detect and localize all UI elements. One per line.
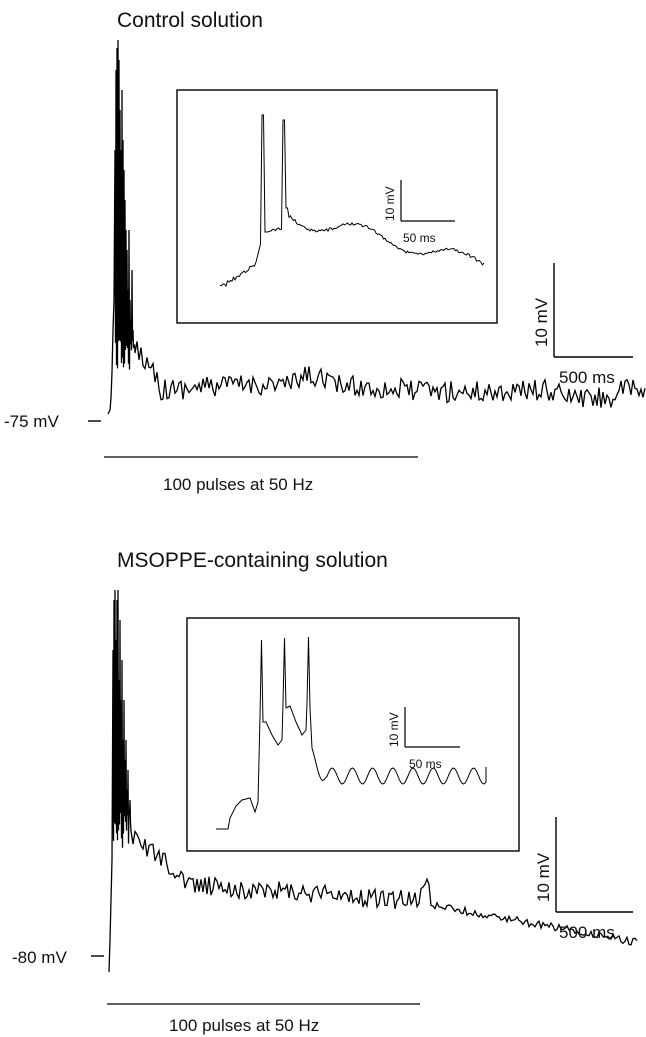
- stimulus-label: 100 pulses at 50 Hz: [169, 1016, 319, 1035]
- inset-trace: [220, 114, 485, 288]
- scale-time-label: 500 ms: [559, 923, 615, 942]
- trace-main: [108, 589, 638, 973]
- scale-voltage-label: 10 mV: [532, 297, 551, 347]
- stimulus-label: 100 pulses at 50 Hz: [163, 475, 313, 494]
- inset-voltage-label: 10 mV: [383, 186, 397, 221]
- inset-scale-bar: 10 mV 50 ms: [387, 707, 460, 771]
- baseline-label: -75 mV: [4, 412, 59, 431]
- inset-scale-bar: 10 mV 50 ms: [383, 180, 455, 245]
- inset-box: [176, 89, 498, 324]
- panel-control: Control solution 10 mV 50 ms 10 mV 500 m…: [4, 9, 646, 494]
- scale-bar: 10 mV 500 ms: [534, 817, 633, 942]
- scale-bar: 10 mV 500 ms: [532, 263, 633, 387]
- scale-time-label: 500 ms: [559, 368, 615, 387]
- inset-trace: [216, 636, 487, 830]
- inset-box: [186, 617, 520, 852]
- panel-title: Control solution: [117, 9, 263, 32]
- scale-voltage-label: 10 mV: [534, 852, 553, 902]
- inset-time-label: 50 ms: [403, 231, 436, 245]
- panel-msoppe: MSOPPE-containing solution 10 mV 50 ms 1…: [12, 549, 638, 1035]
- trace-main: [107, 39, 646, 415]
- panel-title: MSOPPE-containing solution: [117, 549, 388, 572]
- inset-time-label: 50 ms: [409, 757, 442, 771]
- inset-voltage-label: 10 mV: [387, 712, 401, 747]
- baseline-label: -80 mV: [12, 948, 67, 967]
